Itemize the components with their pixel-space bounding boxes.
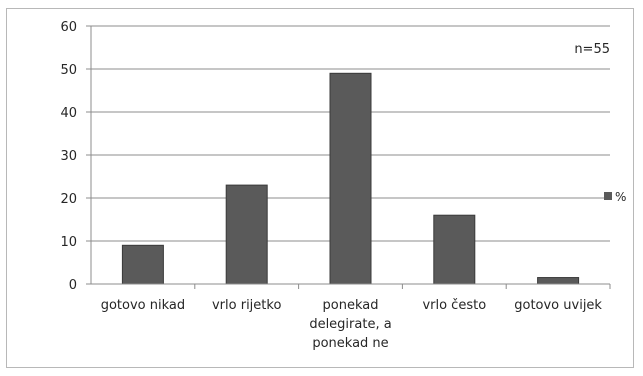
y-tick-label: 50 (60, 63, 77, 78)
x-axis-categories: gotovo nikad vrlo rijetko ponekad delegirat… (91, 283, 611, 351)
y-tick-label: 30 (60, 149, 77, 164)
bar (121, 244, 164, 285)
y-tick-label: 0 (69, 278, 77, 293)
x-category-label-line: delegirate, a (309, 317, 391, 332)
x-category-label-line: vrlo rijetko (212, 298, 281, 313)
y-tick-label: 20 (60, 192, 77, 207)
chart-frame: 0 10 20 30 40 50 60 gotovo nikad vrlo rijetko po… (6, 8, 634, 368)
x-category-label-line: ponekad (323, 298, 379, 313)
bars (121, 72, 580, 285)
legend-label: % (615, 190, 626, 204)
y-tick-label: 10 (60, 235, 77, 250)
x-category-label-line: gotovo uvijek (514, 298, 602, 313)
legend-swatch (604, 192, 612, 200)
bar (225, 184, 268, 285)
y-axis-ticks: 0 10 20 30 40 50 60 (60, 20, 91, 293)
x-category-label: gotovo nikad (101, 298, 185, 313)
x-category-label: gotovo uvijek (514, 298, 602, 313)
bar-chart: 0 10 20 30 40 50 60 gotovo nikad vrlo rijetko po… (60, 20, 626, 351)
bar (329, 72, 372, 285)
legend: % (604, 190, 626, 204)
bar (537, 277, 580, 285)
y-tick-label: 40 (60, 106, 77, 121)
sample-size-annotation: n=55 (574, 42, 610, 57)
x-category-label-line: ponekad ne (312, 336, 388, 351)
bar (433, 214, 476, 285)
y-tick-label: 60 (60, 20, 77, 35)
x-category-label-line: vrlo često (422, 298, 486, 313)
x-category-label: ponekad delegirate, a ponekad ne (309, 298, 391, 351)
x-category-label: vrlo rijetko (212, 298, 281, 313)
x-category-label-line: gotovo nikad (101, 298, 185, 313)
x-category-label: vrlo često (422, 298, 486, 313)
